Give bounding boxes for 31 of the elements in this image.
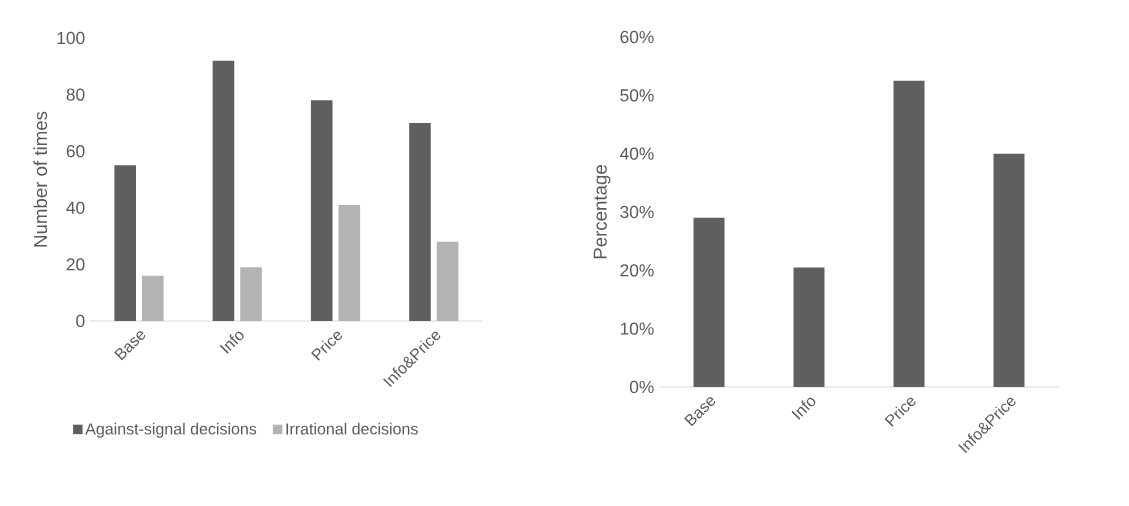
bar [436, 241, 459, 321]
y-tick-label: 60% [620, 30, 654, 44]
y-tick-label: 80 [66, 88, 85, 101]
legend-label: Against-signal decisions [85, 422, 257, 438]
y-tick-label: 50% [620, 89, 654, 102]
bar [793, 267, 825, 387]
bar [409, 122, 431, 321]
bar [212, 60, 235, 321]
y-tick-label: 20 [66, 258, 85, 271]
y-tick-label: 40% [620, 147, 654, 160]
y-tick-label: 10% [620, 322, 654, 335]
y-axis-title: Number of times [33, 111, 48, 247]
bar [338, 204, 361, 321]
bar [693, 217, 725, 387]
y-tick-label: 0% [629, 380, 654, 394]
y-tick-label: 30% [620, 205, 654, 219]
x-tick-label: Info [791, 397, 816, 420]
y-tick-label: 60 [66, 145, 85, 158]
bar [310, 100, 333, 321]
y-tick-label: 40 [66, 201, 85, 214]
y-tick-label: 0 [76, 314, 85, 328]
bar [114, 165, 137, 321]
bar [240, 267, 262, 321]
legend-label: Irrational decisions [286, 422, 418, 435]
bar [142, 275, 164, 321]
x-tick-label: Info [219, 331, 244, 354]
bar [993, 153, 1025, 387]
y-axis-title: Percentage [593, 165, 611, 259]
y-tick-label: 20% [620, 264, 654, 277]
bar [893, 80, 925, 387]
y-tick-label: 100 [57, 31, 85, 45]
